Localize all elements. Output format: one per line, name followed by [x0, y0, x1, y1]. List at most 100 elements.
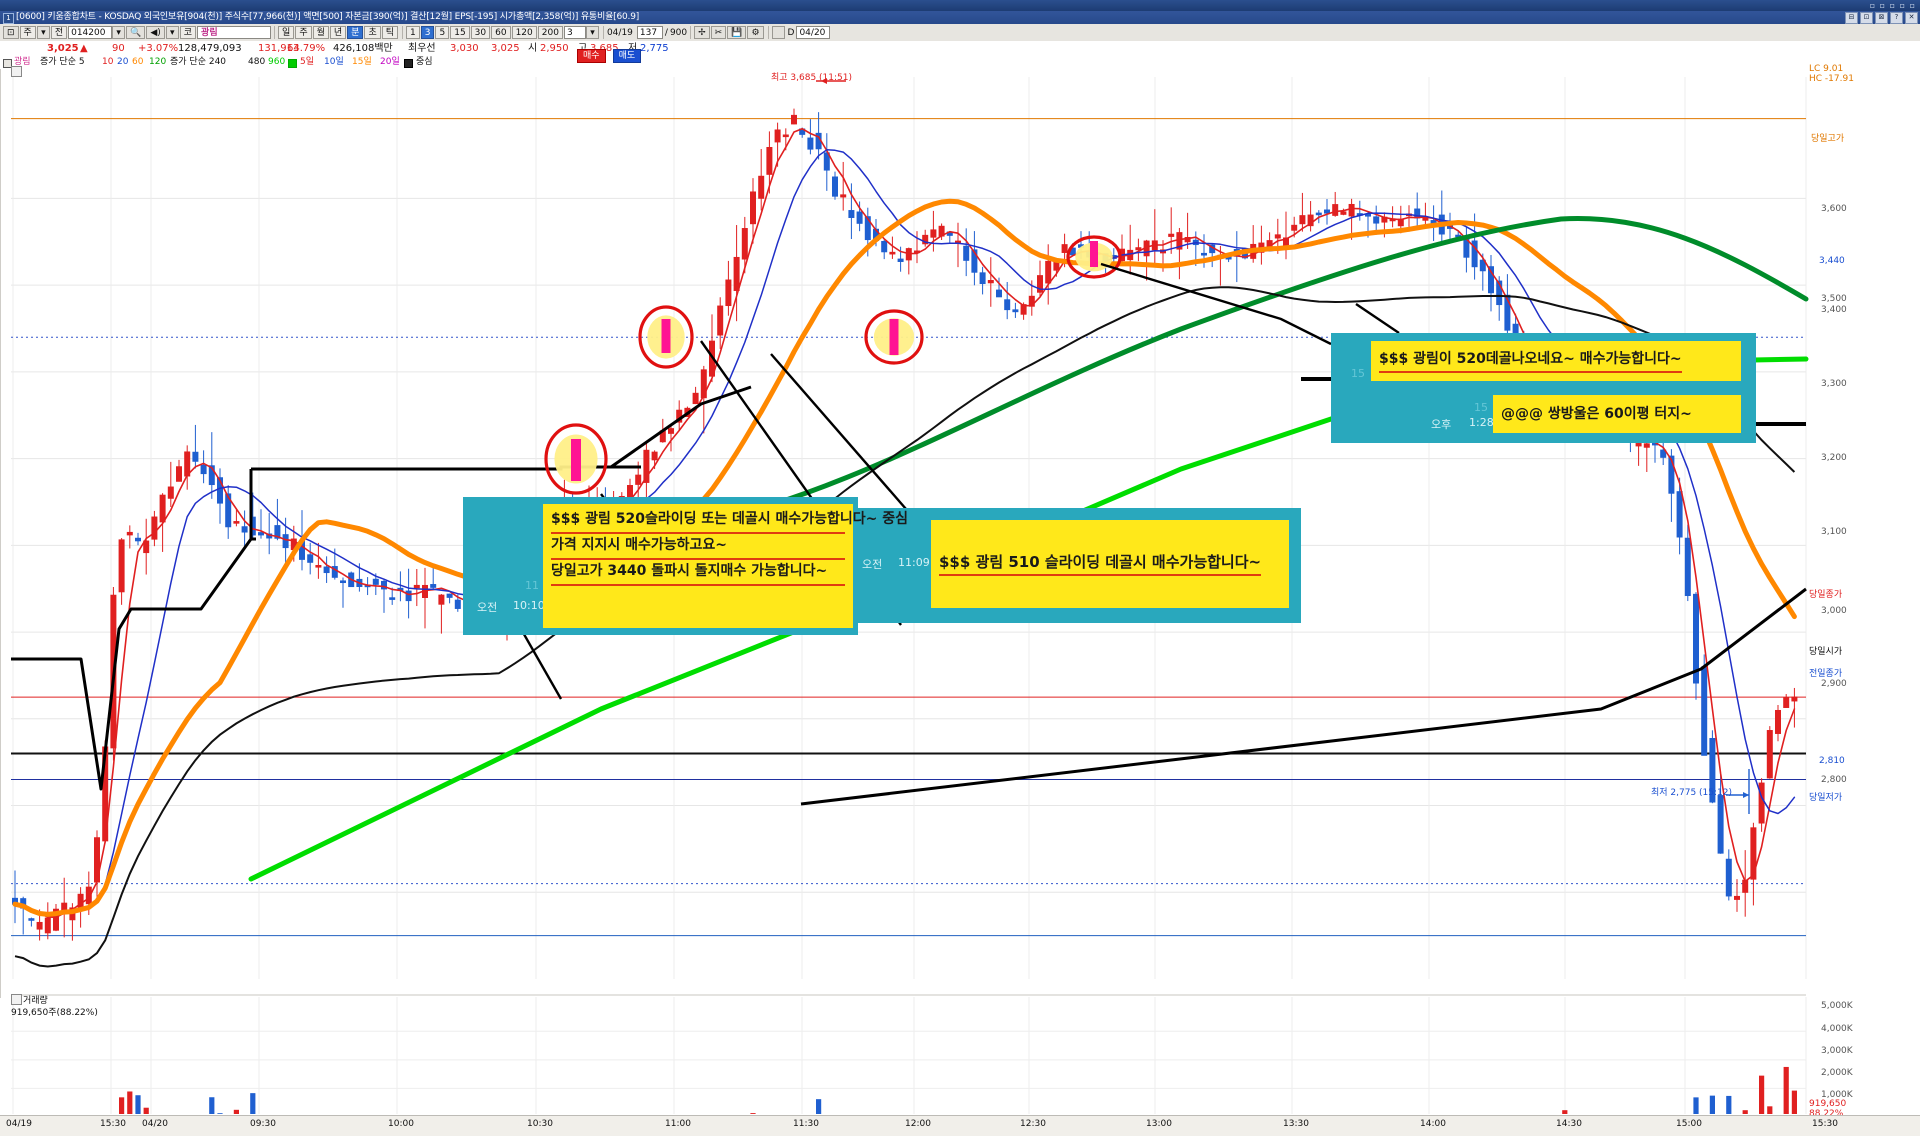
buy-button[interactable]: 매수	[577, 49, 606, 63]
close-icon[interactable]: ✕	[1905, 12, 1918, 24]
chart-toolbar[interactable]: ⊡ 주 ▾ 전 014200 ▾ 🔍 ◀) ▾ 코 광림 일 주 월 년 분 초…	[0, 24, 1920, 42]
prev-button[interactable]: 전	[50, 26, 68, 39]
legend-ma-label-1: 증가 단순 5	[40, 57, 85, 67]
open-price: 2,950	[540, 43, 569, 54]
best-quote-label: 최우선	[408, 43, 436, 54]
indicator-legend: 광림 증가 단순 5 10 20 60 120 증가 단순 240 480 96…	[0, 56, 1920, 70]
chart-low-marker-label: 최저 2,775 (15:12)	[1651, 788, 1733, 798]
minute-1-button[interactable]: 1	[406, 26, 420, 39]
stock-name-input[interactable]: 광림	[197, 26, 272, 39]
period-unit-button[interactable]: 주	[19, 26, 36, 39]
code-chevron-down-icon[interactable]: ▾	[112, 26, 126, 39]
legend-ma-label-2: 증가 단순 240	[170, 57, 227, 67]
crosshair-icon[interactable]: ✢	[694, 26, 710, 39]
callout-1109-time: 11:09	[898, 556, 930, 569]
chart-settings-marker[interactable]	[11, 66, 22, 77]
time-tick-10: 13:00	[1146, 1119, 1172, 1129]
count-chevron-down-icon[interactable]: ▾	[585, 26, 599, 39]
legend-ma-480: 480	[248, 57, 266, 67]
help-icon[interactable]: ?	[1890, 12, 1903, 24]
restore-icon[interactable]: ⊡	[1860, 12, 1873, 24]
callout-1109[interactable]: 11 오전 11:09 $$$ 광림 510 슬라이딩 데골시 매수가능합니다~	[846, 508, 1301, 623]
callout-1010[interactable]: 11 오전 10:10 $$$ 광림 520슬라이딩 또는 데골시 매수가능합니…	[463, 497, 908, 635]
scissors-icon[interactable]: ✂	[710, 26, 727, 39]
time-axis: 04/19 15:30 04/20 09:30 10:00 10:30 11:0…	[0, 1115, 1920, 1136]
time-tick-11: 13:30	[1283, 1119, 1309, 1129]
axis-day-high-label: 당일고가	[1811, 134, 1845, 144]
search-icon[interactable]: 🔍	[126, 26, 146, 39]
legend-toggle-icon[interactable]	[3, 59, 12, 68]
count-input[interactable]: 3	[563, 26, 586, 39]
value-won: 131,913	[258, 43, 300, 54]
pin-icon[interactable]: ⊡	[3, 26, 19, 39]
period-tick-button[interactable]: 틱	[381, 26, 399, 39]
minute-15-button[interactable]: 15	[450, 26, 470, 39]
volume-tick-1000k: 1,000K	[1821, 1090, 1853, 1100]
time-tick-15: 15:30	[1812, 1119, 1838, 1129]
buy-sell-buttons[interactable]: 매수 매도	[577, 43, 642, 63]
time-tick-2: 04/20	[142, 1119, 168, 1129]
accumulated-volume: 128,479,093	[178, 43, 242, 54]
volume-tick-3000k: 3,000K	[1821, 1046, 1853, 1056]
callout-1010-ampm: 오전	[477, 601, 498, 614]
volume-current-value: 919,650	[1809, 1099, 1847, 1109]
speaker-chevron-icon[interactable]: ▾	[165, 26, 179, 39]
period-month-button[interactable]: 월	[312, 26, 329, 39]
callout-pm128-bubble-a: $$$ 광림이 520데골나오네요~ 매수가능합니다~	[1371, 341, 1741, 381]
axis-tick-3100: 3,100	[1821, 527, 1847, 537]
low-label: 저	[628, 41, 637, 56]
time-tick-7: 11:30	[793, 1119, 819, 1129]
callout-pm128-time: 1:28	[1469, 416, 1494, 429]
minute-120-button[interactable]: 120	[511, 26, 537, 39]
period-minute-button[interactable]: 분	[347, 26, 364, 39]
period-second-button[interactable]: 초	[364, 26, 381, 39]
callout-1109-ampm: 오전	[862, 558, 883, 571]
period-year-button[interactable]: 년	[329, 26, 347, 39]
callout-1010-bubble: $$$ 광림 520슬라이딩 또는 데골시 매수가능합니다~ 중심 가격 지지시…	[543, 504, 908, 628]
axis-day-low-label: 당일저가	[1809, 793, 1843, 803]
axis-tick-2900: 2,900	[1821, 679, 1847, 689]
minimize-icon[interactable]: ⊟	[1845, 12, 1858, 24]
speaker-icon[interactable]: ◀)	[146, 26, 165, 39]
volume-current-pct: 88.22%	[1809, 1109, 1844, 1119]
value-pct: 64.79%	[287, 43, 326, 54]
date-input[interactable]: 04/20	[796, 26, 831, 39]
save-icon[interactable]: 💾	[727, 26, 747, 39]
axis-tick-3500: 3,500	[1821, 294, 1847, 304]
price-summary-bar: 3,025 ▲ 90 +3.07% 128,479,093 131,913 64…	[0, 41, 1920, 57]
minute-60-button[interactable]: 60	[491, 26, 511, 39]
date-checkbox[interactable]	[771, 26, 785, 39]
minute-5-button[interactable]: 5	[435, 26, 450, 39]
price-chart-pane[interactable]: LC 9.01 HC -17.91 당일고가 3,600 3,500 3,440…	[0, 64, 1920, 1119]
titlebar-controls[interactable]: ▫ ▫ ▫ ▫ ▫	[1869, 1, 1916, 10]
period-day-button[interactable]: 일	[278, 26, 295, 39]
axis-tick-2810: 2,810	[1819, 756, 1845, 766]
bars-shown-input[interactable]: 137	[636, 26, 663, 39]
minute-3-button[interactable]: 3	[420, 26, 435, 39]
time-tick-12: 14:00	[1420, 1119, 1446, 1129]
axis-tick-3000: 3,000	[1821, 606, 1847, 616]
callout-pm128-bubble-b: @@@ 쌍방울은 60이평 터지~	[1493, 395, 1741, 433]
callout-1010-time: 10:10	[513, 599, 545, 612]
volume-value: 919,650주(88.22%)	[11, 1008, 98, 1018]
bars-shown-label: 04/19	[606, 27, 633, 38]
axis-tick-3400: 3,400	[1821, 305, 1847, 315]
indicator-lc-label: LC 9.01	[1809, 64, 1844, 74]
sell-button[interactable]: 매도	[612, 49, 642, 63]
minute-200-button[interactable]: 200	[537, 26, 563, 39]
period-chevron-down-icon[interactable]: ▾	[36, 26, 50, 39]
maximize-icon[interactable]: ⊠	[1875, 12, 1888, 24]
legend-center-label: 중심	[416, 57, 433, 67]
stock-code-input[interactable]: 014200	[68, 26, 113, 39]
market-label: 코	[179, 26, 197, 39]
volume-settings-marker[interactable]	[11, 994, 22, 1005]
minute-30-button[interactable]: 30	[470, 26, 491, 39]
period-week-button[interactable]: 주	[295, 26, 312, 39]
legend-day-15: 15일	[352, 57, 372, 67]
gear-icon[interactable]: ⚙	[747, 26, 764, 39]
window-buttons[interactable]: ⊟ ⊡ ⊠ ? ✕	[1845, 12, 1918, 24]
legend-day-10: 10일	[324, 57, 344, 67]
time-tick-6: 11:00	[665, 1119, 691, 1129]
callout-pm128[interactable]: 15 $$$ 광림이 520데골나오네요~ 매수가능합니다~ 15 오후 1:2…	[1331, 333, 1756, 443]
